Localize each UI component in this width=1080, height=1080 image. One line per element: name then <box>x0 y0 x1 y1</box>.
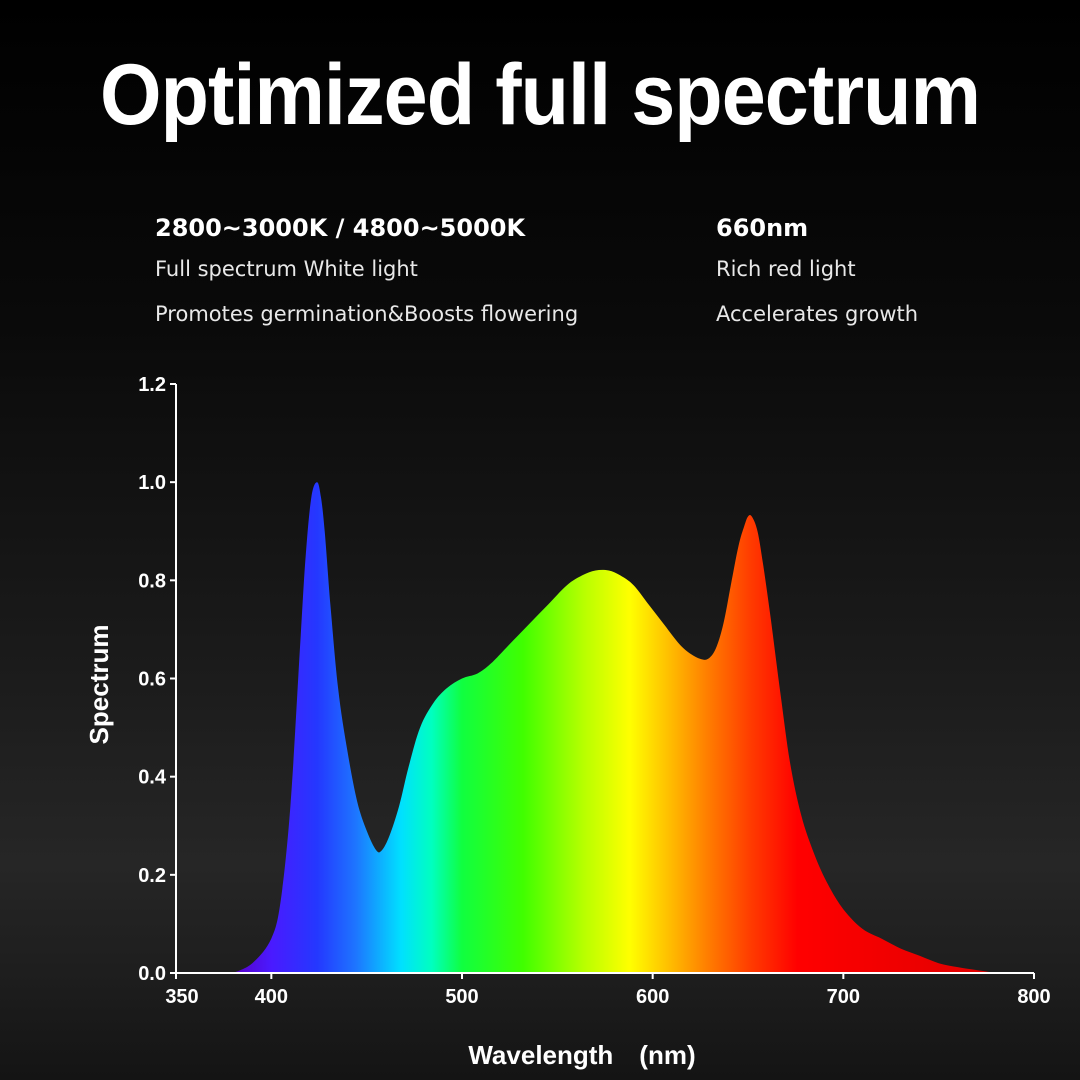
info-block-white-light: 2800~3000K / 4800~5000K Full spectrum Wh… <box>155 210 578 336</box>
y-tick-label: 0.6 <box>138 669 166 691</box>
info-line-growth: Accelerates growth <box>716 302 919 326</box>
info-title-cct: 2800~3000K / 4800~5000K <box>155 214 526 242</box>
info-line-red-light: Rich red light <box>716 257 856 281</box>
y-tick-label: 1.0 <box>138 472 166 494</box>
info-line-germination: Promotes germination&Boosts flowering <box>155 302 579 326</box>
info-line-white-light: Full spectrum White light <box>155 257 418 281</box>
x-axis-label: Wavelength (nm) <box>468 1040 695 1070</box>
x-tick-label: 400 <box>255 986 288 1008</box>
info-title-660nm: 660nm <box>716 214 809 242</box>
x-tick-label: 350 <box>165 986 198 1008</box>
x-tick-label: 800 <box>1017 986 1050 1008</box>
spectrum-area <box>233 482 996 973</box>
y-tick-label: 1.2 <box>138 374 166 396</box>
y-axis-label: Spectrum <box>84 625 114 745</box>
chart-ticks: 0.0 0.2 0.4 0.6 0.8 1.0 1.2 350 400 500 600 700 800 <box>138 374 1051 1008</box>
page-title: Optimized full spectrum <box>99 47 981 143</box>
x-tick-label: 600 <box>636 986 669 1008</box>
y-tick-label: 0.8 <box>138 570 166 592</box>
y-tick-label: 0.2 <box>138 865 166 887</box>
info-block-red-light: 660nm Rich red light Accelerates growth <box>716 210 918 336</box>
x-tick-label: 700 <box>827 986 860 1008</box>
y-tick-label: 0.4 <box>138 767 167 789</box>
y-tick-label: 0.0 <box>138 963 166 985</box>
x-tick-label: 500 <box>445 986 478 1008</box>
